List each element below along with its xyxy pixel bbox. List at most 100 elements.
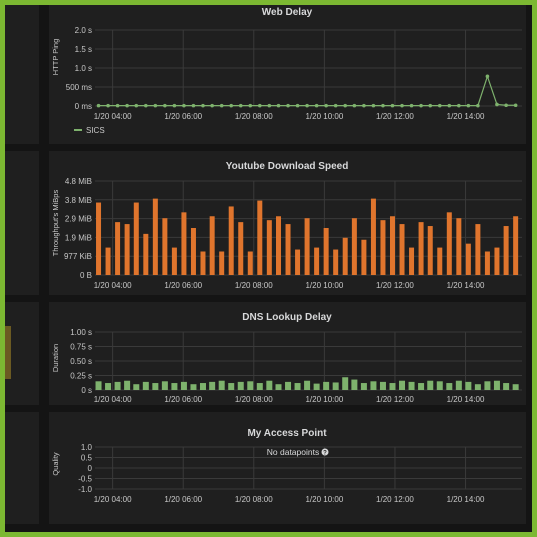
data-point[interactable] — [163, 103, 167, 108]
data-point[interactable] — [437, 103, 442, 108]
data-point[interactable] — [106, 103, 110, 108]
bar[interactable] — [370, 381, 377, 390]
bar[interactable] — [257, 200, 263, 275]
data-point[interactable] — [466, 103, 471, 108]
bar[interactable] — [209, 216, 215, 275]
bar[interactable] — [228, 383, 235, 390]
bar[interactable] — [219, 251, 225, 276]
bar[interactable] — [133, 384, 140, 390]
bar[interactable] — [512, 384, 519, 390]
bar[interactable] — [171, 247, 177, 275]
bar[interactable] — [379, 381, 386, 390]
bar[interactable] — [294, 383, 301, 390]
data-point[interactable] — [153, 103, 158, 108]
bar[interactable] — [475, 224, 481, 275]
bar[interactable] — [342, 377, 349, 390]
bar[interactable] — [180, 381, 187, 390]
legend-label-sics[interactable]: SICS — [86, 126, 105, 135]
data-point[interactable] — [409, 103, 414, 108]
bar[interactable] — [247, 251, 253, 276]
bar[interactable] — [96, 202, 102, 275]
data-point[interactable] — [267, 103, 272, 108]
data-point[interactable] — [381, 103, 385, 108]
bar[interactable] — [152, 198, 158, 275]
bar[interactable] — [285, 381, 292, 390]
bar[interactable] — [342, 237, 348, 275]
bar[interactable] — [256, 383, 263, 390]
bar[interactable] — [418, 222, 424, 275]
bar[interactable] — [105, 383, 112, 390]
data-point[interactable] — [248, 103, 253, 108]
bar[interactable] — [380, 220, 386, 275]
bar[interactable] — [115, 222, 121, 275]
bar[interactable] — [295, 249, 301, 275]
bar[interactable] — [124, 224, 130, 275]
bar[interactable] — [304, 380, 311, 390]
web-delay-legend[interactable]: SICS — [74, 126, 105, 135]
bar[interactable] — [503, 383, 510, 390]
data-point[interactable] — [333, 103, 338, 108]
bar[interactable] — [323, 228, 329, 275]
dns-lookup-delay-panel[interactable]: DNS Lookup Delay Duration 1.00 s 0.75 s 0.… — [49, 302, 526, 405]
bar[interactable] — [124, 380, 131, 390]
youtube-download-speed-panel[interactable]: Youtube Download Speed Throughput's MiBp… — [49, 151, 526, 295]
data-point[interactable] — [485, 74, 490, 79]
data-point[interactable] — [352, 103, 357, 108]
bar[interactable] — [200, 251, 206, 276]
bar[interactable] — [143, 233, 149, 275]
bar[interactable] — [285, 224, 291, 275]
bar[interactable] — [456, 218, 462, 275]
bar[interactable] — [275, 384, 282, 390]
bar[interactable] — [323, 381, 330, 390]
bar[interactable] — [313, 383, 320, 390]
data-point[interactable] — [428, 103, 433, 108]
data-point[interactable] — [191, 103, 196, 108]
info-icon[interactable] — [321, 448, 329, 456]
bar[interactable] — [152, 383, 159, 390]
bar[interactable] — [114, 381, 121, 390]
data-point[interactable] — [513, 103, 518, 108]
data-point[interactable] — [305, 103, 309, 108]
data-point[interactable] — [362, 103, 366, 108]
web-delay-panel[interactable]: Web Delay HTTP Ping 2.0 s 1.5 s 1.0 s 500 m… — [49, 5, 526, 144]
data-point[interactable] — [210, 103, 214, 108]
data-point[interactable] — [258, 103, 262, 108]
web-delay-title[interactable]: Web Delay — [262, 7, 313, 18]
bar[interactable] — [333, 249, 339, 275]
bar[interactable] — [427, 380, 434, 390]
bar[interactable] — [484, 381, 491, 390]
data-point[interactable] — [201, 103, 205, 108]
bar[interactable] — [389, 383, 396, 390]
bar[interactable] — [484, 251, 490, 276]
my-access-point-panel[interactable]: My Access Point Quality 1.0 0.5 0 -0.5 -1.0 … — [49, 412, 526, 524]
bar[interactable] — [161, 381, 168, 390]
bar[interactable] — [409, 247, 415, 275]
bar[interactable] — [142, 381, 149, 390]
data-point[interactable] — [125, 103, 129, 108]
bar[interactable] — [171, 383, 178, 390]
bar[interactable] — [494, 247, 500, 275]
bar[interactable] — [266, 380, 273, 390]
data-point[interactable] — [219, 103, 224, 108]
bar[interactable] — [389, 216, 395, 275]
data-point[interactable] — [390, 103, 395, 108]
bar[interactable] — [190, 228, 196, 275]
bar[interactable] — [474, 384, 481, 390]
data-point[interactable] — [504, 103, 508, 108]
data-point[interactable] — [96, 103, 101, 108]
bar[interactable] — [133, 202, 139, 275]
bar[interactable] — [427, 226, 433, 275]
bar[interactable] — [436, 381, 443, 390]
data-point[interactable] — [238, 103, 243, 108]
bar[interactable] — [446, 383, 453, 390]
bar[interactable] — [455, 380, 462, 390]
bar[interactable] — [399, 224, 405, 275]
bar[interactable] — [493, 380, 500, 390]
bar[interactable] — [95, 381, 102, 390]
data-point[interactable] — [134, 103, 139, 108]
data-point[interactable] — [324, 103, 328, 108]
bar[interactable] — [199, 383, 206, 390]
data-point[interactable] — [276, 103, 281, 108]
data-point[interactable] — [476, 103, 480, 108]
bar[interactable] — [370, 198, 376, 275]
